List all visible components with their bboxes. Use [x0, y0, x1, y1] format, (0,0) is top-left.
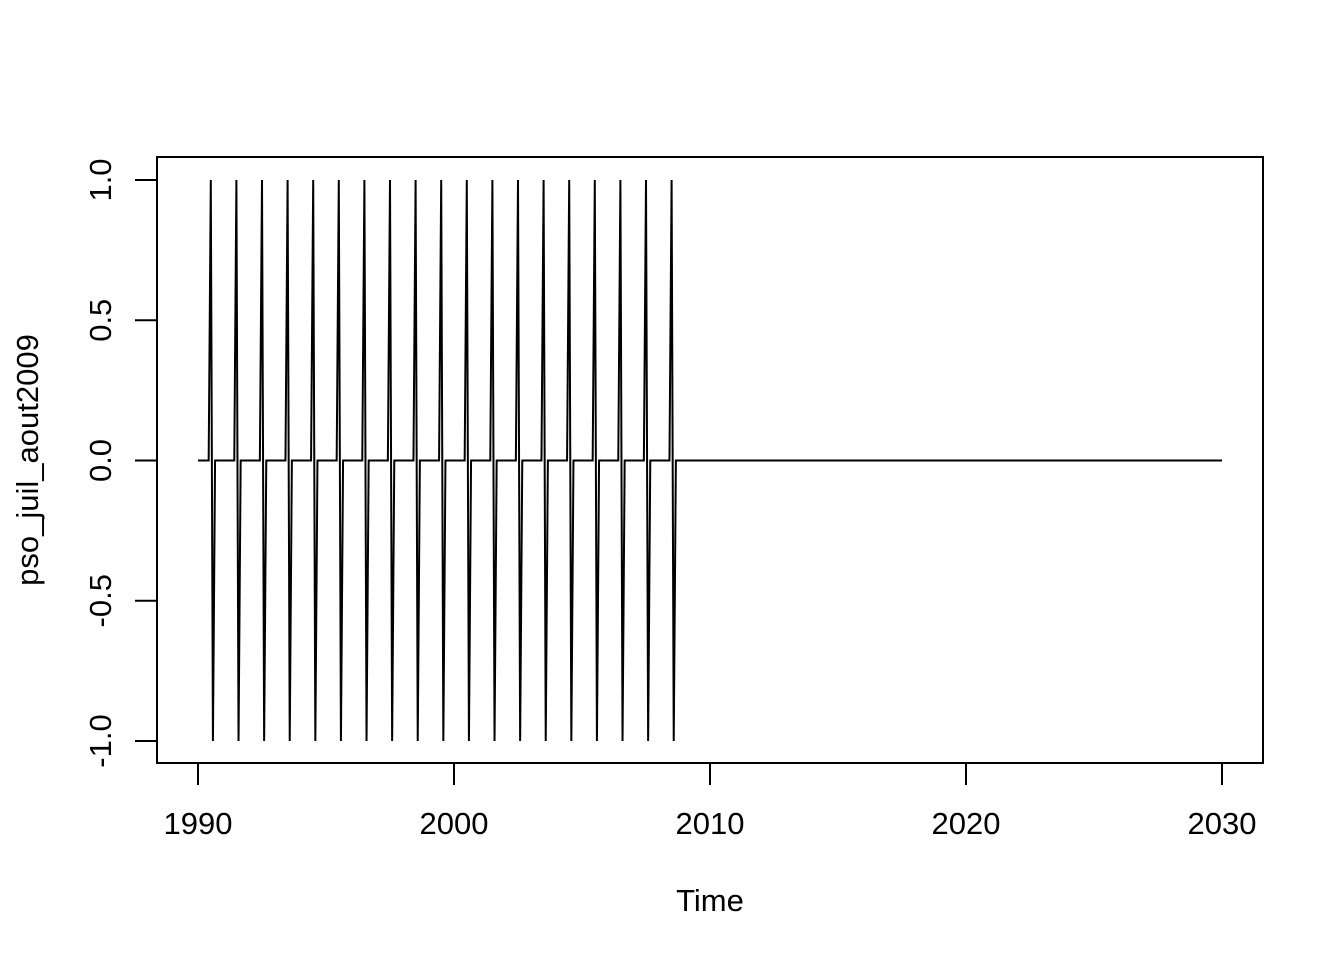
- y-tick-label: 1.0: [83, 158, 118, 201]
- x-axis: 1990 2000 2010 2020 2030: [164, 762, 1257, 841]
- x-tick-label: 2000: [420, 806, 489, 841]
- y-tick-label: -1.0: [83, 714, 118, 767]
- x-tick-label: 2020: [932, 806, 1001, 841]
- y-axis: -1.0 -0.5 0.0 0.5 1.0: [83, 158, 158, 768]
- x-axis-title: Time: [676, 883, 744, 918]
- x-tick-label: 2010: [676, 806, 745, 841]
- x-tick-label: 1990: [164, 806, 233, 841]
- y-tick-label: 0.0: [83, 439, 118, 482]
- y-axis-title: pso_juil_aout2009: [10, 334, 45, 586]
- y-tick-label: -0.5: [83, 574, 118, 627]
- x-tick-label: 2030: [1188, 806, 1257, 841]
- y-tick-label: 0.5: [83, 299, 118, 342]
- series-line-pso_juil_aout2009: [198, 179, 1222, 742]
